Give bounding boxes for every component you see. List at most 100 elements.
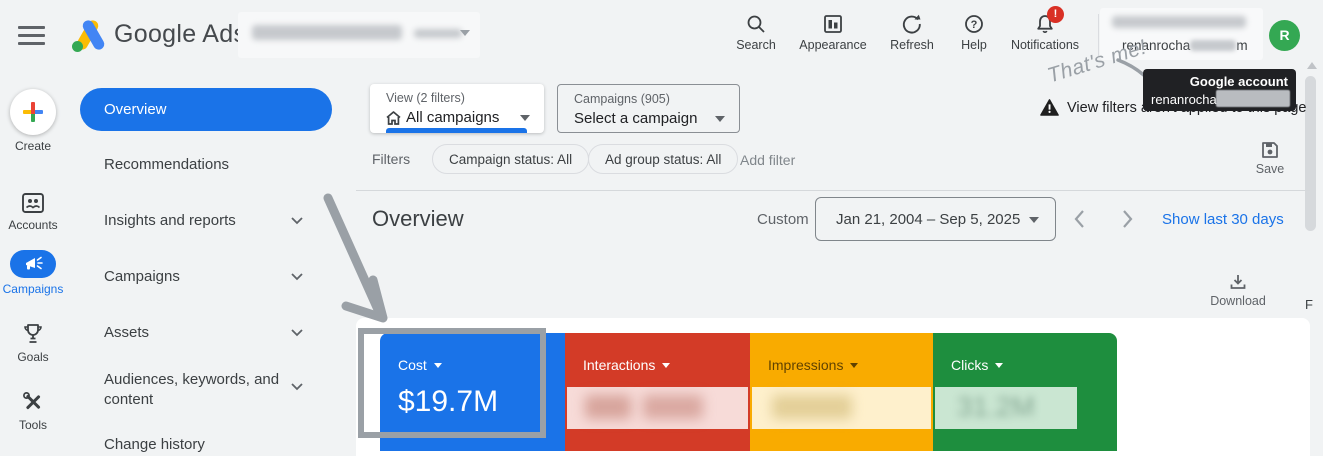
scorecard-interactions[interactable]: Interactions — [565, 333, 750, 451]
notification-badge: ! — [1047, 6, 1064, 23]
scorecard-cost[interactable]: Cost $19.7M — [380, 333, 565, 451]
rail-label-goals: Goals — [17, 350, 49, 364]
refresh-button[interactable]: Refresh — [884, 13, 940, 52]
view-dropdown-label: View (2 filters) — [386, 91, 465, 105]
goals-trophy-icon — [24, 324, 42, 343]
nav-item-change-history[interactable]: Change history — [104, 436, 205, 453]
chevron-down-icon[interactable] — [290, 382, 304, 391]
scorecard-clicks-value: 31.2M — [957, 391, 1035, 422]
filter-chip-campaign-status[interactable]: Campaign status: All — [432, 144, 590, 174]
chevron-down-icon — [662, 362, 671, 368]
campaign-select-label: Campaigns (905) — [574, 92, 670, 106]
scrollbar-thumb[interactable] — [1305, 76, 1316, 231]
svg-text:?: ? — [971, 19, 978, 31]
campaign-select-dropdown[interactable]: Campaigns (905) Select a campaign — [557, 84, 740, 133]
chevron-down-icon — [715, 116, 725, 122]
help-button[interactable]: ? Help — [946, 13, 1002, 52]
account-selector[interactable] — [238, 12, 480, 58]
section-divider — [356, 190, 1310, 191]
search-icon — [747, 15, 765, 33]
save-icon — [1262, 142, 1278, 158]
redacted-account-name — [252, 25, 402, 40]
scorecard-impressions-label: Impressions — [768, 357, 844, 373]
google-ads-logo-icon — [72, 20, 105, 52]
campaign-select-value: Select a campaign — [574, 110, 698, 127]
chevron-down-icon — [433, 362, 442, 368]
scorecard-clicks-header[interactable]: Clicks — [951, 357, 1004, 373]
download-label: Download — [1210, 294, 1266, 308]
view-dropdown-value: All campaigns — [406, 109, 500, 126]
help-label: Help — [961, 38, 987, 52]
warning-icon — [1040, 99, 1059, 116]
scorecard-clicks[interactable]: Clicks 31.2M — [933, 333, 1117, 451]
nav-item-insights[interactable]: Insights and reports — [104, 212, 236, 229]
notifications-button[interactable]: Notifications — [1004, 13, 1086, 52]
view-dropdown[interactable]: View (2 filters) All campaigns — [370, 84, 544, 133]
app-title: Google Ads — [114, 20, 247, 48]
user-email[interactable]: renanrocha m — [1122, 38, 1248, 53]
save-button[interactable]: Save — [1245, 140, 1295, 176]
rail-label-tools: Tools — [18, 418, 47, 432]
refresh-label: Refresh — [890, 38, 934, 52]
nav-item-recommendations[interactable]: Recommendations — [104, 156, 230, 173]
tooltip-title: Google account — [1189, 74, 1288, 89]
scorecard-clicks-label: Clicks — [951, 357, 989, 373]
scorecard-impressions-header[interactable]: Impressions — [768, 357, 859, 373]
chevron-down-icon — [460, 30, 470, 36]
email-suffix: m — [1236, 38, 1248, 53]
annotation-arrow — [323, 193, 388, 323]
chevron-down-icon[interactable] — [290, 216, 304, 225]
menu-icon[interactable] — [18, 26, 45, 45]
cutoff-label: F — [1305, 297, 1313, 312]
redacted-user-text — [1112, 16, 1246, 28]
campaigns-megaphone-icon — [10, 250, 56, 278]
date-range-value: Jan 21, 2004 – Sep 5, 2025 — [836, 211, 1021, 228]
chevron-down-icon[interactable] — [290, 272, 304, 281]
accounts-icon — [22, 193, 44, 213]
google-account-tooltip: Google account renanrocha — [1143, 69, 1296, 111]
nav-item-assets[interactable]: Assets — [104, 324, 150, 341]
redacted-interactions-value — [567, 387, 748, 429]
previous-period-button[interactable] — [1072, 208, 1088, 230]
scrollbar-up-arrow[interactable] — [1307, 62, 1317, 69]
appearance-button[interactable]: Appearance — [795, 13, 871, 52]
email-prefix: renanrocha — [1122, 38, 1191, 53]
user-account-area[interactable] — [1100, 8, 1263, 60]
scorecard-cost-label: Cost — [398, 357, 427, 373]
scorecard-impressions[interactable]: Impressions — [750, 333, 933, 451]
rail-label-create: Create — [14, 139, 52, 153]
show-last-30-days-link[interactable]: Show last 30 days — [1162, 211, 1284, 228]
rail-item-campaigns[interactable]: Campaigns — [0, 250, 66, 296]
tooltip-user: renanrocha — [1151, 92, 1217, 107]
appearance-icon — [824, 15, 842, 33]
notifications-label: Notifications — [1010, 38, 1080, 52]
avatar[interactable]: R — [1269, 20, 1300, 51]
nav-item-audiences[interactable]: Audiences, keywords, and content — [104, 371, 280, 408]
redacted-tooltip-email — [1216, 90, 1290, 107]
nav-item-campaigns[interactable]: Campaigns — [104, 268, 180, 285]
nav-item-overview[interactable]: Overview — [80, 88, 332, 131]
filter-chip-ad-group-status[interactable]: Ad group status: All — [588, 144, 739, 174]
date-range-picker[interactable]: Jan 21, 2004 – Sep 5, 2025 — [815, 197, 1056, 241]
rail-item-accounts[interactable]: Accounts — [0, 192, 66, 232]
scorecard-interactions-header[interactable]: Interactions — [583, 357, 671, 373]
download-button[interactable]: Download — [1203, 272, 1273, 308]
chevron-down-icon[interactable] — [290, 328, 304, 337]
page-title: Overview — [372, 206, 464, 231]
redacted-impressions-value — [752, 387, 931, 429]
redacted-email-middle — [1190, 40, 1237, 51]
nav-overview-label: Overview — [104, 101, 167, 118]
next-period-button[interactable] — [1119, 208, 1135, 230]
scorecard-interactions-label: Interactions — [583, 357, 656, 373]
search-button[interactable]: Search — [728, 13, 784, 52]
scorecard-cost-value: $19.7M — [398, 385, 499, 418]
rail-label-campaigns: Campaigns — [2, 282, 64, 296]
scorecard-cost-header[interactable]: Cost — [398, 357, 442, 373]
rail-item-goals[interactable]: Goals — [0, 322, 66, 364]
rail-item-tools[interactable]: Tools — [0, 390, 66, 432]
rail-item-create[interactable]: Create — [0, 89, 66, 153]
redacted-account-id — [414, 29, 462, 38]
date-mode-label: Custom — [757, 211, 809, 228]
add-filter-button[interactable]: Add filter — [740, 152, 796, 168]
